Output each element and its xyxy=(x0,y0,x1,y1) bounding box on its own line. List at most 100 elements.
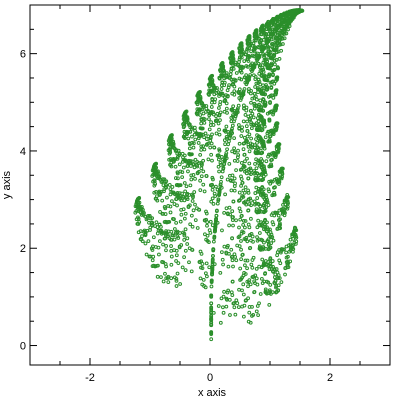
data-point xyxy=(232,89,237,93)
x-tick-label: -2 xyxy=(85,372,95,384)
data-point xyxy=(200,262,205,266)
data-point xyxy=(241,292,246,297)
data-point xyxy=(185,236,190,241)
data-point xyxy=(287,249,292,254)
data-point xyxy=(144,217,149,222)
data-point xyxy=(257,231,262,235)
data-point xyxy=(209,337,214,342)
data-point xyxy=(212,262,217,267)
data-point xyxy=(209,308,214,313)
data-point xyxy=(232,146,237,151)
data-point xyxy=(192,190,197,194)
data-point xyxy=(243,185,248,190)
data-point xyxy=(245,266,249,271)
data-point xyxy=(190,224,195,229)
data-point xyxy=(242,152,247,157)
data-point xyxy=(250,314,254,318)
data-point xyxy=(269,85,274,89)
data-point xyxy=(280,30,285,35)
data-point xyxy=(244,124,249,129)
data-point xyxy=(258,68,263,73)
data-point xyxy=(267,189,271,194)
data-point xyxy=(161,177,165,182)
data-point xyxy=(231,199,236,204)
data-point xyxy=(266,187,271,192)
data-point xyxy=(247,161,252,166)
data-point xyxy=(222,244,227,249)
data-point xyxy=(271,112,275,117)
data-point xyxy=(257,112,261,117)
data-point xyxy=(273,23,277,28)
data-point xyxy=(153,172,157,177)
data-point xyxy=(277,218,281,222)
data-point xyxy=(210,264,215,269)
data-point xyxy=(208,136,213,141)
data-point xyxy=(216,153,221,158)
data-point xyxy=(230,236,235,241)
data-point xyxy=(227,83,231,88)
data-point xyxy=(236,103,241,108)
data-point xyxy=(274,122,279,126)
data-point xyxy=(201,278,206,282)
data-point xyxy=(225,245,230,250)
data-point xyxy=(254,267,259,271)
data-point xyxy=(229,52,234,56)
data-point xyxy=(195,100,200,105)
data-point xyxy=(250,43,255,48)
data-point xyxy=(270,259,275,263)
data-point xyxy=(299,8,304,13)
data-point xyxy=(175,156,180,161)
data-point xyxy=(209,310,214,315)
data-point xyxy=(230,82,235,87)
data-point xyxy=(240,125,245,130)
data-point xyxy=(286,243,291,248)
data-point xyxy=(267,267,272,272)
data-point xyxy=(190,199,195,203)
data-point xyxy=(235,301,240,306)
data-point xyxy=(233,312,238,317)
data-point xyxy=(239,174,243,179)
data-point xyxy=(214,184,218,189)
data-point xyxy=(240,304,245,309)
data-point xyxy=(188,222,193,227)
data-point xyxy=(271,68,276,73)
data-point xyxy=(163,271,167,276)
data-point xyxy=(164,248,168,253)
data-point xyxy=(281,13,285,18)
data-point xyxy=(191,208,196,213)
data-point xyxy=(242,190,247,195)
data-point xyxy=(254,276,259,281)
data-point xyxy=(234,71,239,75)
data-point xyxy=(254,56,259,61)
data-point xyxy=(249,198,253,203)
data-point xyxy=(168,142,173,147)
data-point xyxy=(277,35,282,39)
data-point xyxy=(209,199,214,204)
data-point xyxy=(237,206,242,211)
data-point xyxy=(202,120,207,125)
data-point xyxy=(243,225,247,230)
data-point xyxy=(237,198,242,203)
data-point xyxy=(169,237,173,242)
data-point xyxy=(257,104,261,109)
data-point xyxy=(253,178,258,183)
data-point xyxy=(174,276,179,281)
data-point xyxy=(279,48,284,53)
data-point xyxy=(237,225,241,230)
data-point xyxy=(240,181,245,185)
data-point xyxy=(175,229,180,234)
data-point xyxy=(213,227,217,232)
data-point xyxy=(239,134,244,138)
data-point xyxy=(198,249,203,254)
data-point xyxy=(277,226,282,231)
data-point xyxy=(210,187,215,192)
data-point xyxy=(257,208,262,213)
data-point xyxy=(143,233,148,238)
data-point xyxy=(181,155,185,160)
data-point xyxy=(255,196,260,200)
data-point xyxy=(237,126,242,131)
data-point xyxy=(225,211,230,216)
data-point xyxy=(258,136,263,141)
data-point xyxy=(217,191,222,196)
data-point xyxy=(209,331,214,336)
